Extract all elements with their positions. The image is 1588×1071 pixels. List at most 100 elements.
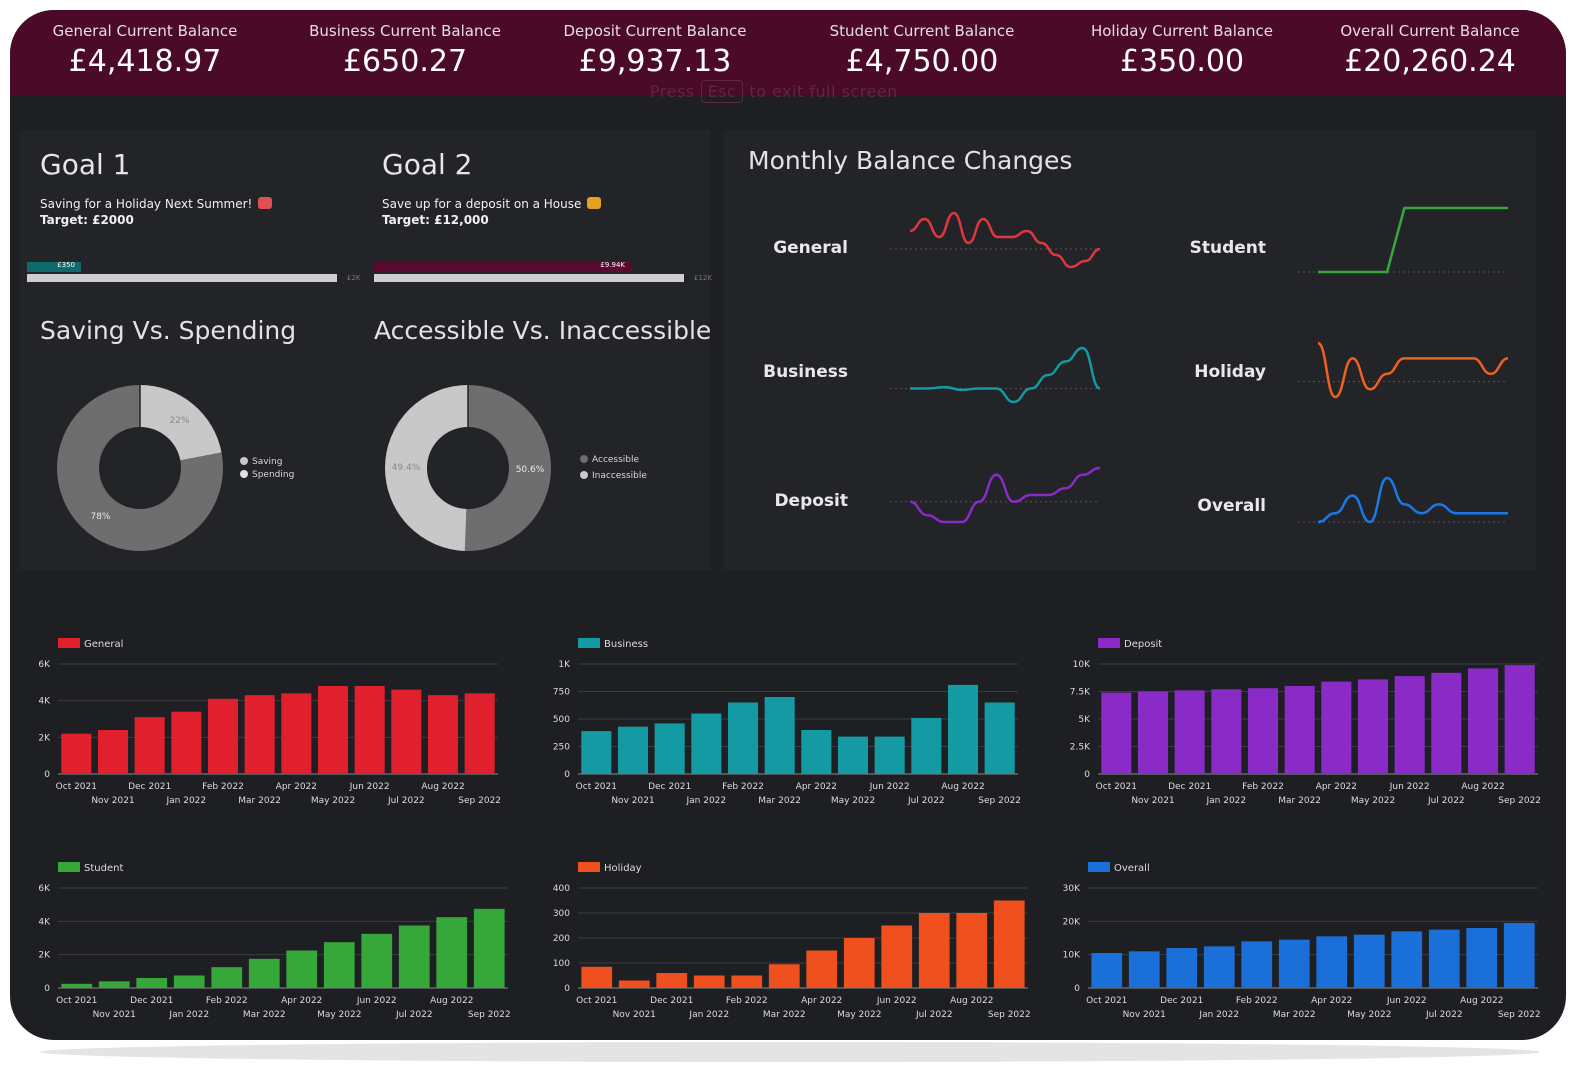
y-tick-label: 5K (1078, 715, 1091, 725)
y-tick-label: 2K (38, 733, 51, 743)
bar-may-2022[interactable] (317, 686, 349, 774)
bar-feb-2022[interactable] (727, 702, 759, 775)
bar-apr-2022[interactable] (1316, 936, 1348, 988)
bar-apr-2022[interactable] (286, 950, 318, 989)
bar-apr-2022[interactable] (801, 730, 832, 774)
bar-dec-2021[interactable] (1166, 948, 1198, 988)
bar-aug-2022[interactable] (956, 913, 988, 988)
bar-aug-2022[interactable] (947, 684, 979, 774)
bar-aug-2022[interactable] (427, 695, 459, 774)
bar-nov-2021[interactable] (617, 726, 649, 774)
bar-dec-2021[interactable] (136, 978, 168, 988)
bar-may-2022[interactable] (843, 938, 875, 988)
bar-oct-2021[interactable] (61, 733, 92, 774)
bar-oct-2021[interactable] (61, 983, 93, 988)
x-tick-label: Jul 2022 (1427, 796, 1465, 806)
bar-aug-2022[interactable] (436, 917, 468, 988)
bar-jun-2022[interactable] (881, 925, 913, 989)
bar-jul-2022[interactable] (918, 913, 950, 988)
bar-apr-2022[interactable] (1321, 681, 1352, 774)
bar-dec-2021[interactable] (656, 973, 688, 988)
bar-feb-2022[interactable] (211, 967, 243, 988)
x-tick-label: Dec 2021 (1160, 996, 1203, 1006)
bar-oct-2021[interactable] (1091, 953, 1123, 988)
x-tick-label: Jan 2022 (168, 1010, 209, 1020)
bar-jun-2022[interactable] (874, 736, 905, 774)
bar-dec-2021[interactable] (1174, 690, 1205, 774)
bar-jun-2022[interactable] (1394, 676, 1425, 774)
bar-jul-2022[interactable] (391, 689, 422, 774)
bar-jul-2022[interactable] (1428, 929, 1460, 988)
bar-oct-2021[interactable] (581, 731, 612, 774)
bar-apr-2022[interactable] (281, 693, 312, 774)
x-tick-label: May 2022 (837, 1010, 881, 1020)
bar-mar-2022[interactable] (248, 958, 280, 988)
bar-jan-2022[interactable] (173, 975, 205, 989)
y-tick-label: 750 (553, 688, 570, 698)
bar-dec-2021[interactable] (134, 717, 165, 774)
goal-1-text: Saving for a Holiday Next Summer! (40, 197, 253, 211)
bar-aug-2022[interactable] (1467, 668, 1499, 774)
x-tick-label: Aug 2022 (941, 782, 984, 792)
bar-nov-2021[interactable] (1128, 951, 1160, 988)
x-tick-label: Aug 2022 (1461, 782, 1504, 792)
bar-mar-2022[interactable] (244, 695, 275, 774)
bar-mar-2022[interactable] (764, 697, 795, 774)
x-tick-label: Jun 2022 (1389, 782, 1430, 792)
bar-sep-2022[interactable] (473, 908, 505, 988)
bar-feb-2022[interactable] (1247, 688, 1279, 774)
bar-jul-2022[interactable] (1431, 672, 1462, 774)
bar-sep-2022[interactable] (984, 702, 1015, 775)
y-tick-label: 2.5K (1070, 743, 1091, 753)
bar-oct-2021[interactable] (581, 966, 613, 988)
bar-may-2022[interactable] (837, 736, 869, 774)
bar-sep-2022[interactable] (993, 900, 1025, 989)
bar-oct-2021[interactable] (1101, 692, 1132, 774)
bar-feb-2022[interactable] (1241, 941, 1273, 988)
x-tick-label: Nov 2021 (611, 796, 654, 806)
x-tick-label: May 2022 (831, 796, 875, 806)
bar-jan-2022[interactable] (691, 713, 722, 775)
bar-aug-2022[interactable] (1466, 928, 1498, 988)
bar-feb-2022[interactable] (731, 975, 763, 989)
legend-inaccessible: Inaccessible (580, 471, 647, 481)
bar-nov-2021[interactable] (98, 981, 130, 988)
bar-jan-2022[interactable] (693, 975, 725, 989)
bar-mar-2022[interactable] (1284, 686, 1315, 774)
bar-jan-2022[interactable] (171, 711, 202, 774)
spark-label-business: Business (763, 362, 848, 382)
bar-jun-2022[interactable] (1391, 931, 1423, 988)
bar-jul-2022[interactable] (911, 717, 942, 774)
x-tick-label: May 2022 (317, 1010, 361, 1020)
bar-jun-2022[interactable] (354, 686, 385, 774)
bar-apr-2022[interactable] (806, 950, 838, 989)
bar-may-2022[interactable] (1353, 934, 1385, 988)
bar-jan-2022[interactable] (1211, 689, 1242, 774)
bar-feb-2022[interactable] (207, 698, 239, 774)
goal-2-target: Target: £12,000 (382, 213, 489, 227)
bar-jan-2022[interactable] (1203, 946, 1235, 988)
bar-chart-holiday: Holiday 0 100 200 300 400 Oct 2021 Nov 2021 Dec … (553, 862, 1031, 1020)
bar-mar-2022[interactable] (1278, 939, 1310, 988)
legend-label: General (84, 639, 123, 650)
bar-nov-2021[interactable] (1137, 691, 1169, 775)
sparkline-student (1298, 206, 1508, 274)
bar-may-2022[interactable] (1357, 679, 1389, 774)
bar-nov-2021[interactable] (97, 730, 129, 774)
bar-mar-2022[interactable] (768, 964, 800, 988)
x-tick-label: Jul 2022 (395, 1010, 433, 1020)
bar-jun-2022[interactable] (361, 933, 393, 988)
bar-sep-2022[interactable] (464, 693, 495, 774)
donut-label-accessible: 50.6% (516, 465, 545, 475)
bar-jul-2022[interactable] (398, 925, 430, 989)
bar-sep-2022[interactable] (1504, 665, 1535, 774)
bar-sep-2022[interactable] (1503, 923, 1535, 988)
bar-may-2022[interactable] (323, 942, 355, 988)
spark-label-student: Student (1189, 238, 1266, 258)
sparkline-path-student (1318, 206, 1508, 274)
legend-swatch (1088, 862, 1110, 872)
sparkline-path-holiday (1317, 341, 1509, 399)
bar-dec-2021[interactable] (654, 723, 685, 774)
bar-nov-2021[interactable] (618, 980, 650, 989)
x-tick-label: Jul 2022 (907, 796, 945, 806)
